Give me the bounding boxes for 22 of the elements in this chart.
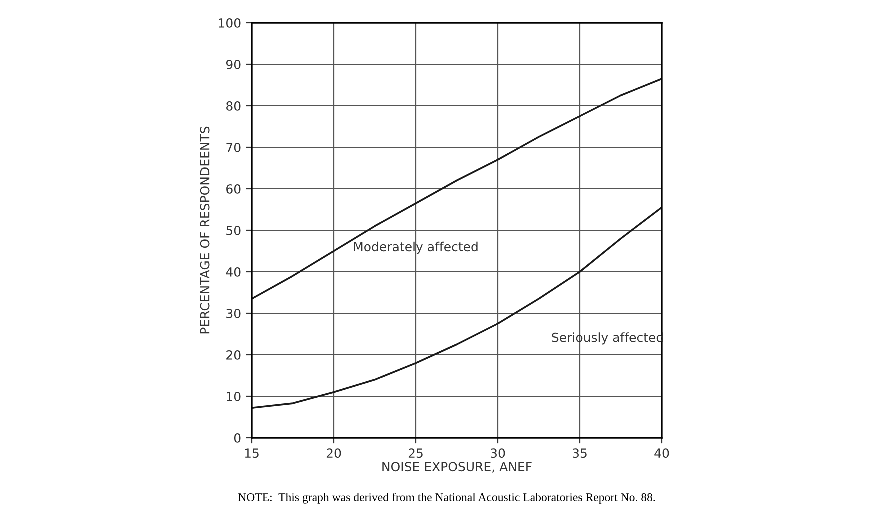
y-tick-label: 10 xyxy=(227,392,241,402)
x-tick-label: 30 xyxy=(491,448,506,458)
x-axis-title: NOISE EXPOSURE, ANEF xyxy=(382,462,532,473)
x-tick-label: 25 xyxy=(408,448,423,458)
x-tick-label: 35 xyxy=(573,448,587,458)
line-series xyxy=(252,78,662,300)
y-tick-label: 20 xyxy=(226,350,241,360)
x-tick-label: 15 xyxy=(245,448,259,458)
x-tick-label: 40 xyxy=(654,448,670,458)
x-tick-label: 20 xyxy=(326,448,342,458)
y-axis-title: PERCENTAGE OF RESPONDEENTS xyxy=(200,126,210,334)
y-tick-label: 0 xyxy=(234,433,241,443)
text: NOTE: This graph was derived from the National Acoustic Laboratories Report No. 88. xyxy=(238,493,656,504)
y-tick-label: 100 xyxy=(219,18,241,28)
y-tick-label: 30 xyxy=(226,308,241,318)
y-tick-label: 90 xyxy=(226,60,241,70)
line-series xyxy=(252,206,662,410)
y-tick-label: 80 xyxy=(226,101,241,111)
y-tick-label: 40 xyxy=(226,267,241,277)
y-tick-label: 50 xyxy=(226,226,241,236)
y-tick-label: 60 xyxy=(226,184,241,194)
y-tick-label: 70 xyxy=(226,142,241,152)
